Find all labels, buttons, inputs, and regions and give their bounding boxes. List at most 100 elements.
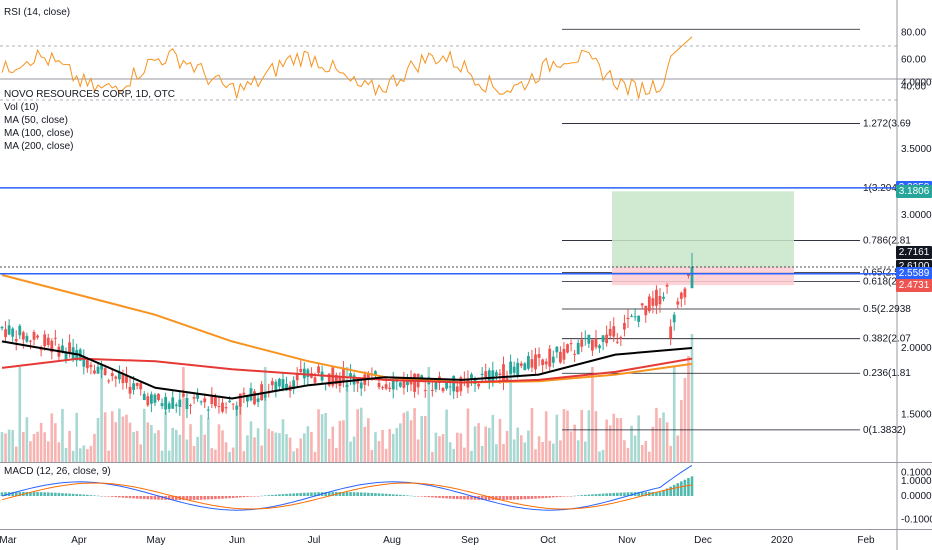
- candle-body: [221, 402, 224, 412]
- macd-histogram-bar: [192, 496, 196, 500]
- candle-body: [96, 366, 100, 374]
- candle-body: [110, 373, 114, 377]
- candle-body: [651, 298, 655, 306]
- volume-bar: [669, 445, 672, 462]
- volume-bar: [267, 428, 271, 462]
- volume-bar: [423, 415, 427, 462]
- volume-bar: [135, 430, 139, 462]
- macd-histogram-bar: [278, 494, 281, 496]
- volume-bar: [352, 436, 356, 462]
- candle-body: [487, 370, 491, 383]
- volume-bar: [576, 440, 580, 462]
- volume-bar: [64, 447, 68, 462]
- macd-histogram-bar: [455, 496, 459, 500]
- volume-bar: [416, 439, 420, 462]
- volume-bar: [118, 408, 121, 462]
- macd-histogram-bar: [54, 492, 57, 496]
- candle-body: [14, 339, 18, 342]
- volume-bar: [683, 378, 687, 462]
- price-tick: 2.0000: [901, 343, 932, 354]
- volume-bar: [463, 447, 466, 462]
- ma200-line: [1, 274, 693, 384]
- volume-bar: [562, 409, 566, 462]
- candle-body: [164, 396, 168, 410]
- candle-body: [498, 373, 502, 376]
- candle-body: [541, 359, 545, 366]
- macd-histogram-bar: [285, 493, 288, 496]
- macd-histogram-bar: [317, 492, 320, 496]
- candle-body: [295, 373, 299, 381]
- volume-bar: [263, 367, 267, 462]
- volume-bar: [651, 426, 655, 462]
- macd-histogram-bar: [630, 492, 633, 496]
- macd-histogram-bar: [171, 496, 175, 500]
- volume-bar: [238, 407, 242, 462]
- volume-bar: [246, 435, 249, 462]
- candle-body: [534, 354, 537, 370]
- candle-body: [548, 348, 552, 367]
- candle-body: [199, 401, 203, 403]
- volume-bar: [559, 440, 562, 462]
- ma50-line: [1, 340, 693, 400]
- volume-bar: [616, 418, 619, 462]
- macd-histogram-bar: [36, 492, 39, 496]
- fib-level-label: 0(1.3832): [863, 425, 906, 436]
- volume-bar: [519, 435, 523, 462]
- candle-body: [662, 296, 665, 299]
- volume-bar: [349, 441, 352, 462]
- volume-bar: [7, 429, 11, 462]
- macd-histogram-bar: [203, 496, 207, 500]
- volume-bar: [587, 410, 591, 462]
- price-tag: 2.4731: [896, 278, 932, 292]
- macd-histogram-bar: [612, 492, 616, 496]
- macd-histogram-bar: [502, 496, 505, 500]
- volume-bar: [452, 448, 456, 462]
- macd-histogram-bar: [363, 492, 367, 496]
- macd-histogram-bar: [231, 496, 235, 498]
- volume-bar: [495, 444, 498, 462]
- candle-body: [21, 332, 25, 340]
- candle-body: [576, 342, 580, 355]
- volume-bar: [420, 416, 423, 462]
- candle-body: [292, 380, 296, 390]
- volume-bar: [637, 415, 640, 462]
- volume-bar: [299, 438, 303, 462]
- main-legend: NOVO RESOURCES CORP, 1D, OTC Vol (10) MA…: [4, 88, 175, 153]
- volume-bar: [569, 431, 573, 462]
- volume-bar: [303, 433, 306, 462]
- candle-body: [167, 403, 171, 409]
- macd-histogram-bar: [199, 496, 203, 500]
- candle-body: [484, 371, 488, 378]
- time-axis[interactable]: Mar Apr May Jun Jul Aug Sep Oct Nov Dec 2020 Feb: [0, 535, 875, 546]
- volume-bar: [43, 432, 46, 462]
- volume-bar: [438, 436, 441, 462]
- candle-body: [665, 285, 669, 287]
- volume-bar: [640, 445, 644, 462]
- volume-bar: [78, 448, 82, 462]
- volume-bar: [260, 445, 263, 462]
- macd-histogram-bar: [438, 496, 441, 498]
- volume-bar: [96, 417, 100, 462]
- horizontal-lines[interactable]: [0, 187, 897, 275]
- macd-histogram-bar: [39, 492, 43, 496]
- volume-bar: [249, 421, 253, 462]
- volume-bar: [107, 450, 111, 462]
- macd-histogram-bar: [118, 496, 121, 498]
- macd-histogram-bar: [89, 495, 93, 496]
- volume-bar: [82, 445, 86, 462]
- long-position-tool[interactable]: [612, 191, 794, 286]
- fib-level-label: 1.272(3.69: [863, 119, 911, 130]
- volume-bar: [434, 432, 438, 462]
- candle-body: [569, 343, 573, 345]
- macd-histogram-bar: [292, 493, 295, 496]
- candle-body: [82, 357, 86, 367]
- macd-histogram-bar: [377, 493, 381, 496]
- macd-histogram-bar: [249, 496, 253, 497]
- macd-histogram-bar: [135, 496, 139, 499]
- candle-body: [562, 348, 566, 360]
- volume-bar: [50, 413, 54, 462]
- candle-body: [687, 273, 690, 276]
- fib-level-label: 0.5(2.2938: [863, 304, 911, 315]
- macd-histogram-bar: [18, 491, 22, 496]
